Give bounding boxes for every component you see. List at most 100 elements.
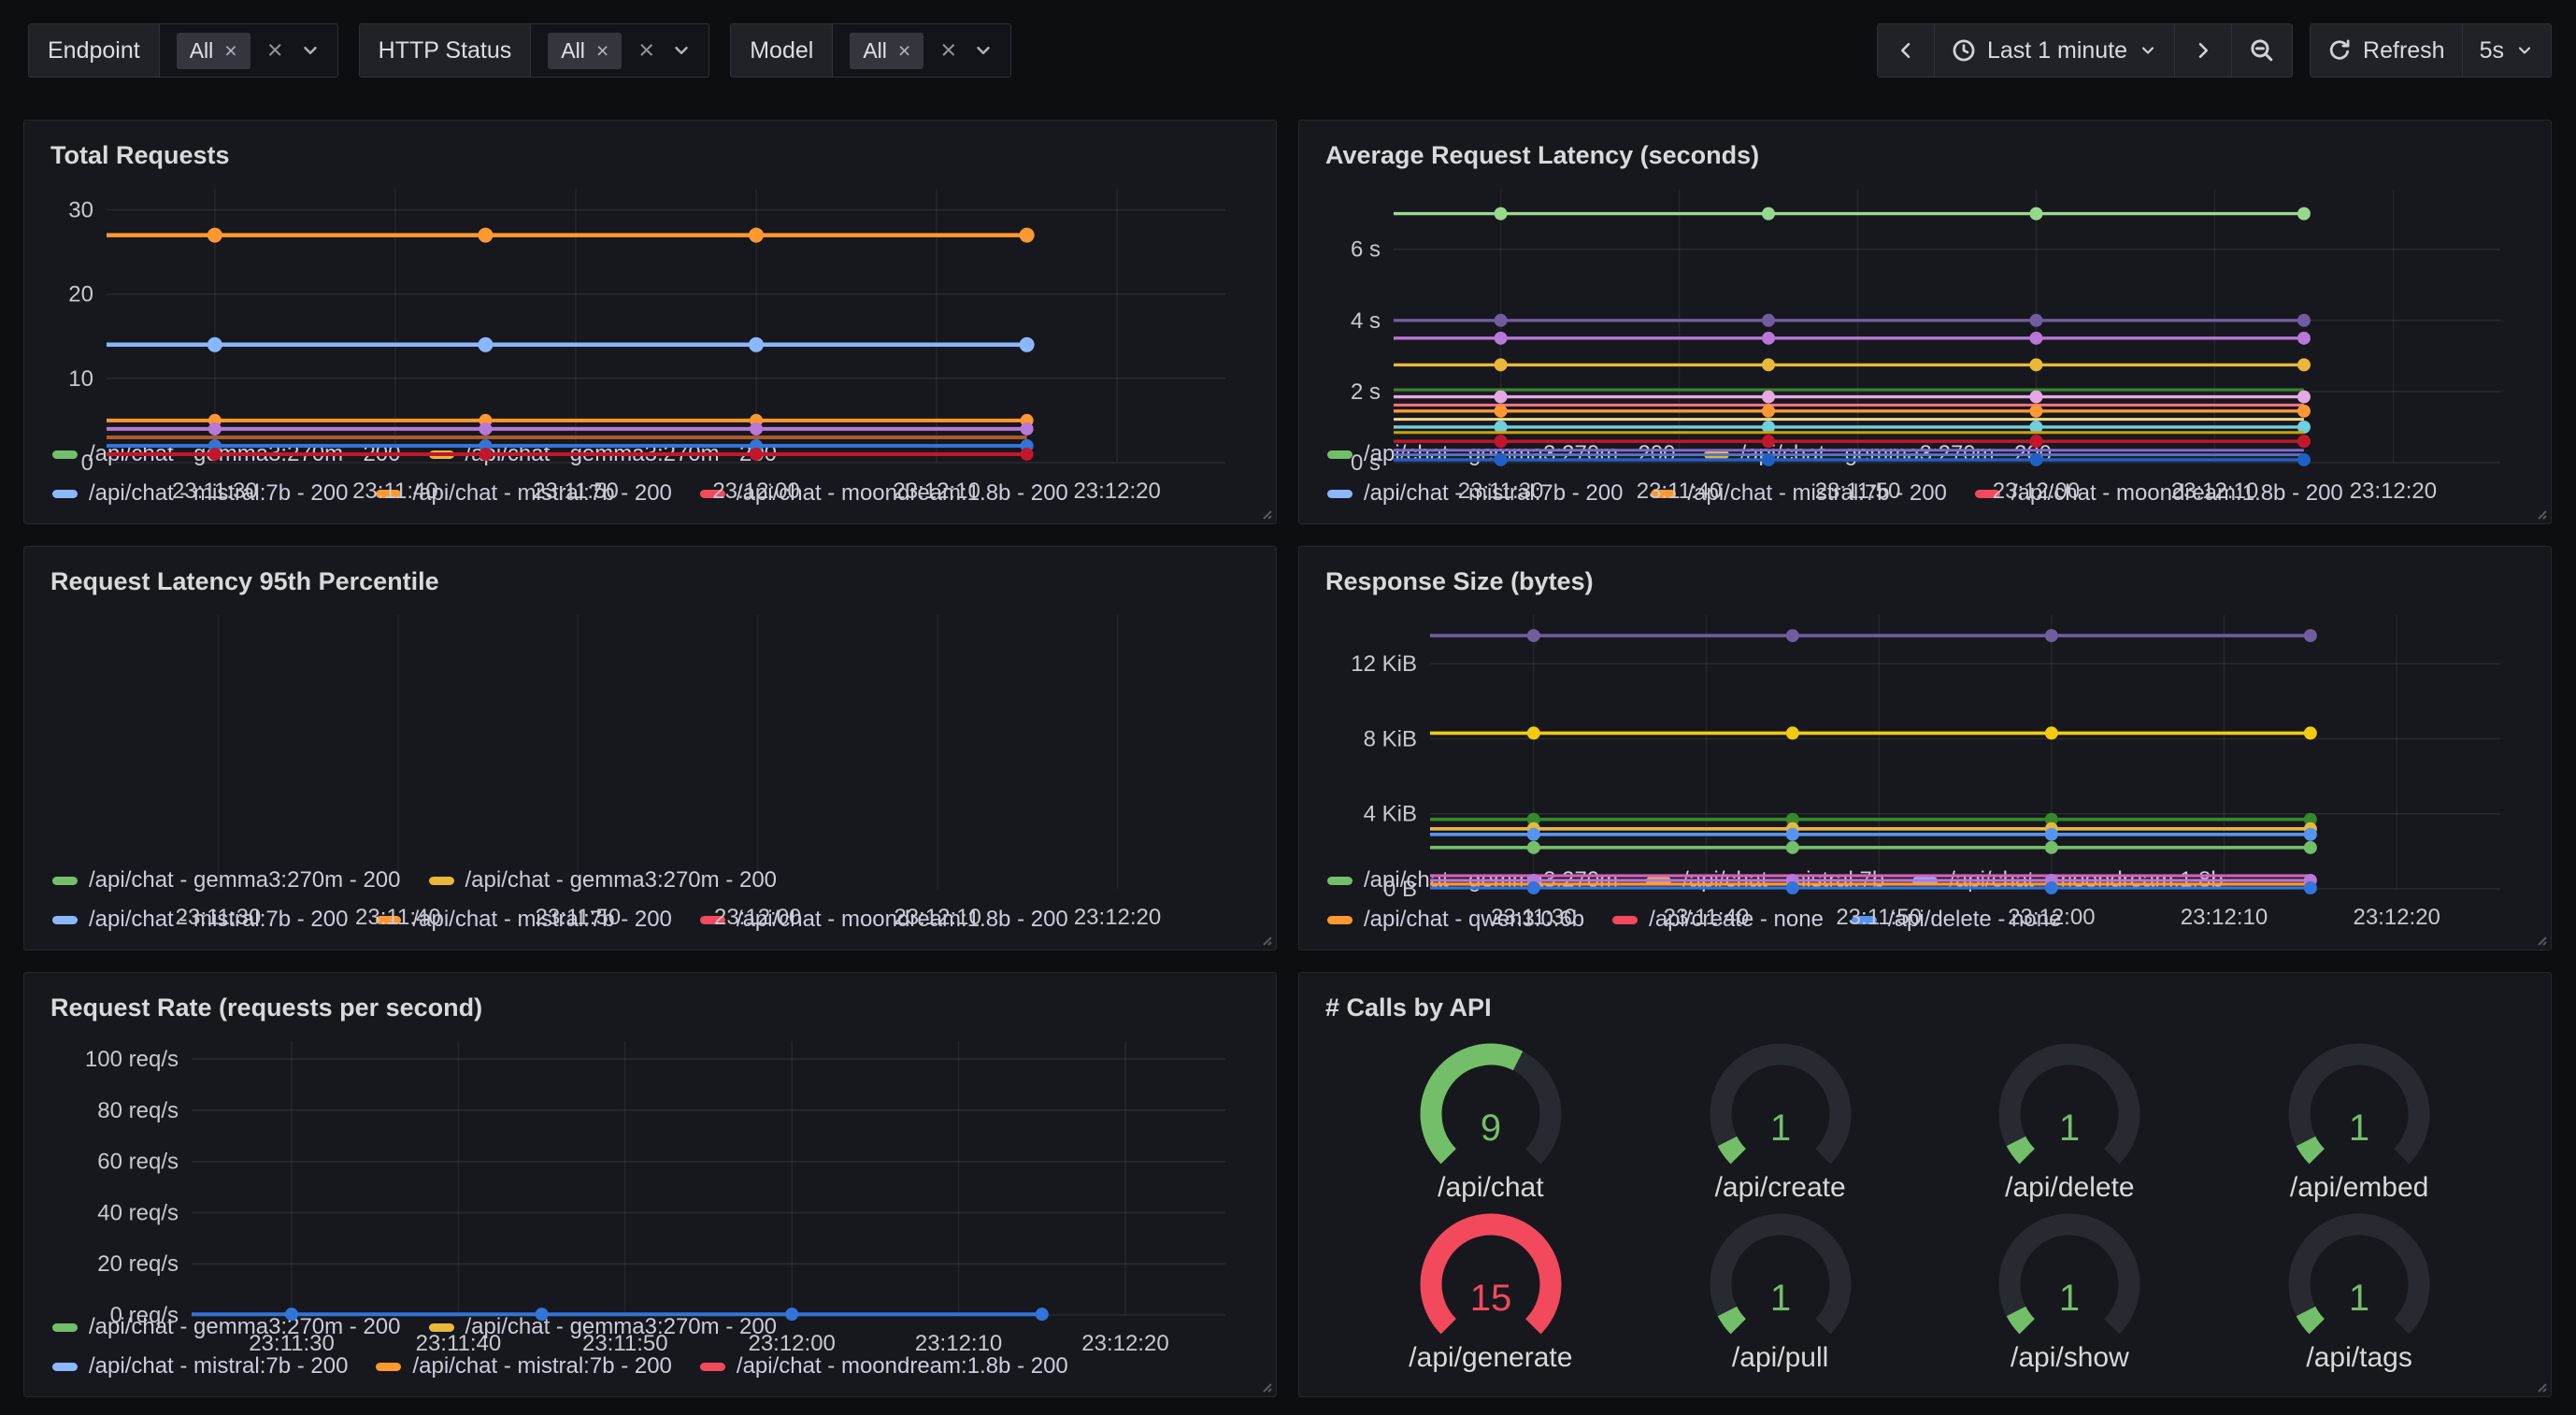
data-point [1494, 331, 1508, 345]
legend-label[interactable]: /api/chat - gemma3:270m - 200 [89, 867, 401, 893]
legend-label[interactable]: /api/chat - moondream:1.8b - 200 [2011, 480, 2343, 506]
legend-label[interactable]: /api/delete - none [1887, 907, 2062, 932]
legend-item[interactable]: /api/chat - moondream:1.8b - 200 [1974, 480, 2343, 507]
legend-label[interactable]: /api/chat - mistral:7b - 200 [89, 907, 349, 932]
chart-area[interactable]: 23:11:30 23:11:40 23:11:50 23:12:00 23:12:10… [43, 176, 1257, 504]
gauge-arc: 1 [2288, 1043, 2430, 1165]
legend-label[interactable]: /api/chat - moondream:1.8b - 200 [736, 480, 1068, 506]
legend-item[interactable]: /api/delete - none [1851, 907, 2062, 933]
data-point [2303, 812, 2317, 826]
gauge-label: /api/create [1714, 1172, 1846, 1203]
legend-item[interactable]: /api/chat - gemma3:270m - 200 [428, 1314, 778, 1340]
y-axis-tick-label: 0 s [1351, 450, 1381, 476]
legend-label[interactable]: /api/chat - mistral:7b - 200 [89, 480, 349, 506]
legend-label[interactable]: /api/chat - mistral:7b - 200 [412, 1353, 672, 1379]
filter-chip[interactable]: All × [548, 32, 623, 69]
clear-filter-icon[interactable]: × [266, 35, 283, 65]
filter-chip[interactable]: All × [850, 32, 924, 69]
x-axis-tick-label: 23:11:30 [176, 905, 262, 930]
x-axis-tick-label: 23:11:50 [582, 1331, 668, 1356]
legend-label[interactable]: /api/chat - mistral:7b - 200 [1364, 480, 1624, 506]
panel-title[interactable]: Total Requests [50, 141, 230, 169]
data-point [1494, 452, 1508, 466]
chart-canvas[interactable]: 23:11:30 23:11:40 23:11:50 23:12:00 23:12:10… [43, 602, 1257, 934]
legend-item[interactable]: /api/chat - mistral:7b - 200 [52, 480, 348, 507]
panel-title[interactable]: # Calls by API [1325, 993, 1492, 1022]
filter-value-dropdown[interactable]: All × × [833, 24, 1011, 77]
legend-item[interactable]: /api/chat - gemma3:270m - 200 [52, 1314, 401, 1340]
time-back-button[interactable] [1877, 24, 1935, 77]
legend-color [376, 1362, 402, 1371]
legend-item[interactable]: /api/chat - mistral:7b - 200 [1327, 480, 1623, 507]
chart-area[interactable]: 23:11:30 23:11:40 23:11:50 23:12:00 23:12:10… [43, 602, 1257, 930]
legend-label[interactable]: /api/chat - moondream:1.8b - 200 [736, 1353, 1068, 1379]
time-range-button[interactable]: Last 1 minute [1934, 24, 2176, 77]
remove-chip-icon[interactable]: × [224, 37, 237, 63]
chevron-down-icon[interactable] [671, 40, 692, 61]
data-point [2029, 404, 2043, 418]
refresh-button[interactable]: Refresh [2311, 24, 2463, 77]
legend-item[interactable]: /api/chat - moondream:1.8b - 200 [699, 907, 1068, 933]
legend-item[interactable]: /api/chat - qwen3:0.6b [1327, 907, 1584, 933]
chart-canvas[interactable]: 23:11:30 23:11:40 23:11:50 23:12:00 23:12:10… [43, 176, 1257, 507]
panel-resize-handle[interactable] [2533, 506, 2548, 521]
gauge-track [1998, 1213, 2140, 1335]
panel-title[interactable]: Response Size (bytes) [1325, 567, 1594, 595]
remove-chip-icon[interactable]: × [897, 37, 911, 63]
remove-chip-icon[interactable]: × [595, 37, 609, 63]
x-axis-tick-label: 23:12:20 [1073, 479, 1160, 504]
filter-chip[interactable]: All × [176, 32, 250, 69]
chart-canvas[interactable]: 23:11:30 23:11:40 23:11:50 23:12:00 23:12:10… [43, 1028, 1257, 1360]
legend-item[interactable]: /api/chat - moondream:1.8b - 200 [699, 480, 1068, 507]
legend-item[interactable]: /api/chat - gemma3:270m - 200 [52, 867, 401, 893]
panel-resize-handle[interactable] [1258, 506, 1273, 521]
legend-label[interactable]: /api/chat - gemma3:270m - 200 [465, 867, 778, 893]
filter-value-dropdown[interactable]: All × × [159, 24, 337, 77]
chart-area[interactable]: 23:11:30 23:11:40 23:11:50 23:12:00 23:12:10… [43, 1028, 1257, 1356]
legend-label[interactable]: /api/chat - mistral:7b - 200 [412, 480, 672, 506]
legend-label[interactable]: /api/chat - mistral:7b - 200 [1687, 480, 1947, 506]
panel-title[interactable]: Average Request Latency (seconds) [1325, 141, 1760, 169]
panel-resize-handle[interactable] [1258, 1379, 1273, 1394]
panel-resize-handle[interactable] [2533, 1379, 2548, 1394]
clear-filter-icon[interactable]: × [638, 35, 655, 65]
y-axis-tick-label: 100 req/s [85, 1047, 179, 1072]
chevron-down-icon[interactable] [973, 40, 994, 61]
legend-item[interactable]: /api/chat - mistral:7b - 200 [376, 480, 672, 507]
panel-title[interactable]: Request Rate (requests per second) [50, 993, 483, 1022]
chart-area[interactable]: 23:11:30 23:11:40 23:11:50 23:12:00 23:12:10… [1318, 602, 2532, 930]
legend-item[interactable]: /api/chat - gemma3:270m - 200 [428, 867, 778, 893]
panel-title[interactable]: Request Latency 95th Percentile [50, 567, 439, 595]
clear-filter-icon[interactable]: × [940, 35, 957, 65]
filter-value-dropdown[interactable]: All × × [531, 24, 709, 77]
legend-color [52, 450, 78, 459]
legend-label[interactable]: /api/chat - gemma3:270m - 200 [465, 1314, 778, 1339]
legend-label[interactable]: /api/chat - qwen3:0.6b [1364, 907, 1585, 932]
gauge-arc: 1 [2288, 1213, 2430, 1335]
legend-item[interactable]: /api/create - none [1612, 907, 1824, 933]
panel-resize-handle[interactable] [1258, 932, 1273, 947]
zoom-out-button[interactable] [2232, 24, 2293, 77]
refresh-interval-button[interactable]: 5s [2462, 24, 2551, 77]
chevron-down-icon[interactable] [300, 40, 321, 61]
legend-item[interactable]: /api/chat - moondream:1.8b - 200 [699, 1353, 1068, 1379]
legend-item[interactable]: /api/chat - mistral:7b - 200 [376, 1353, 672, 1379]
legend-label[interactable]: /api/chat - mistral:7b - 200 [89, 1353, 349, 1379]
time-forward-button[interactable] [2175, 24, 2233, 77]
legend-item[interactable]: /api/chat - mistral:7b - 200 [52, 1353, 348, 1379]
legend-label[interactable]: /api/create - none [1649, 907, 1824, 932]
legend-item[interactable]: /api/chat - mistral:7b - 200 [52, 907, 348, 933]
data-point [2303, 827, 2317, 841]
chart-area[interactable]: 23:11:30 23:11:40 23:11:50 23:12:00 23:12:10… [1318, 176, 2532, 504]
legend-label[interactable]: /api/chat - gemma3:270m - 200 [89, 1314, 401, 1339]
legend-label[interactable]: /api/chat - mistral:7b - 200 [412, 907, 672, 932]
legend-label[interactable]: /api/chat - moondream:1.8b - 200 [736, 907, 1068, 932]
y-axis-tick-label: 12 KiB [1351, 651, 1417, 677]
chart-canvas[interactable]: 23:11:30 23:11:40 23:11:50 23:12:00 23:12:10… [1318, 176, 2532, 507]
gauge-fill [1717, 1306, 1746, 1335]
legend-item[interactable]: /api/chat - mistral:7b - 200 [1651, 480, 1947, 507]
panel-resize-handle[interactable] [2533, 932, 2548, 947]
series-lines [1394, 207, 2311, 466]
chart-canvas[interactable]: 23:11:30 23:11:40 23:11:50 23:12:00 23:12:10… [1318, 602, 2532, 934]
legend-item[interactable]: /api/chat - mistral:7b - 200 [376, 907, 672, 933]
